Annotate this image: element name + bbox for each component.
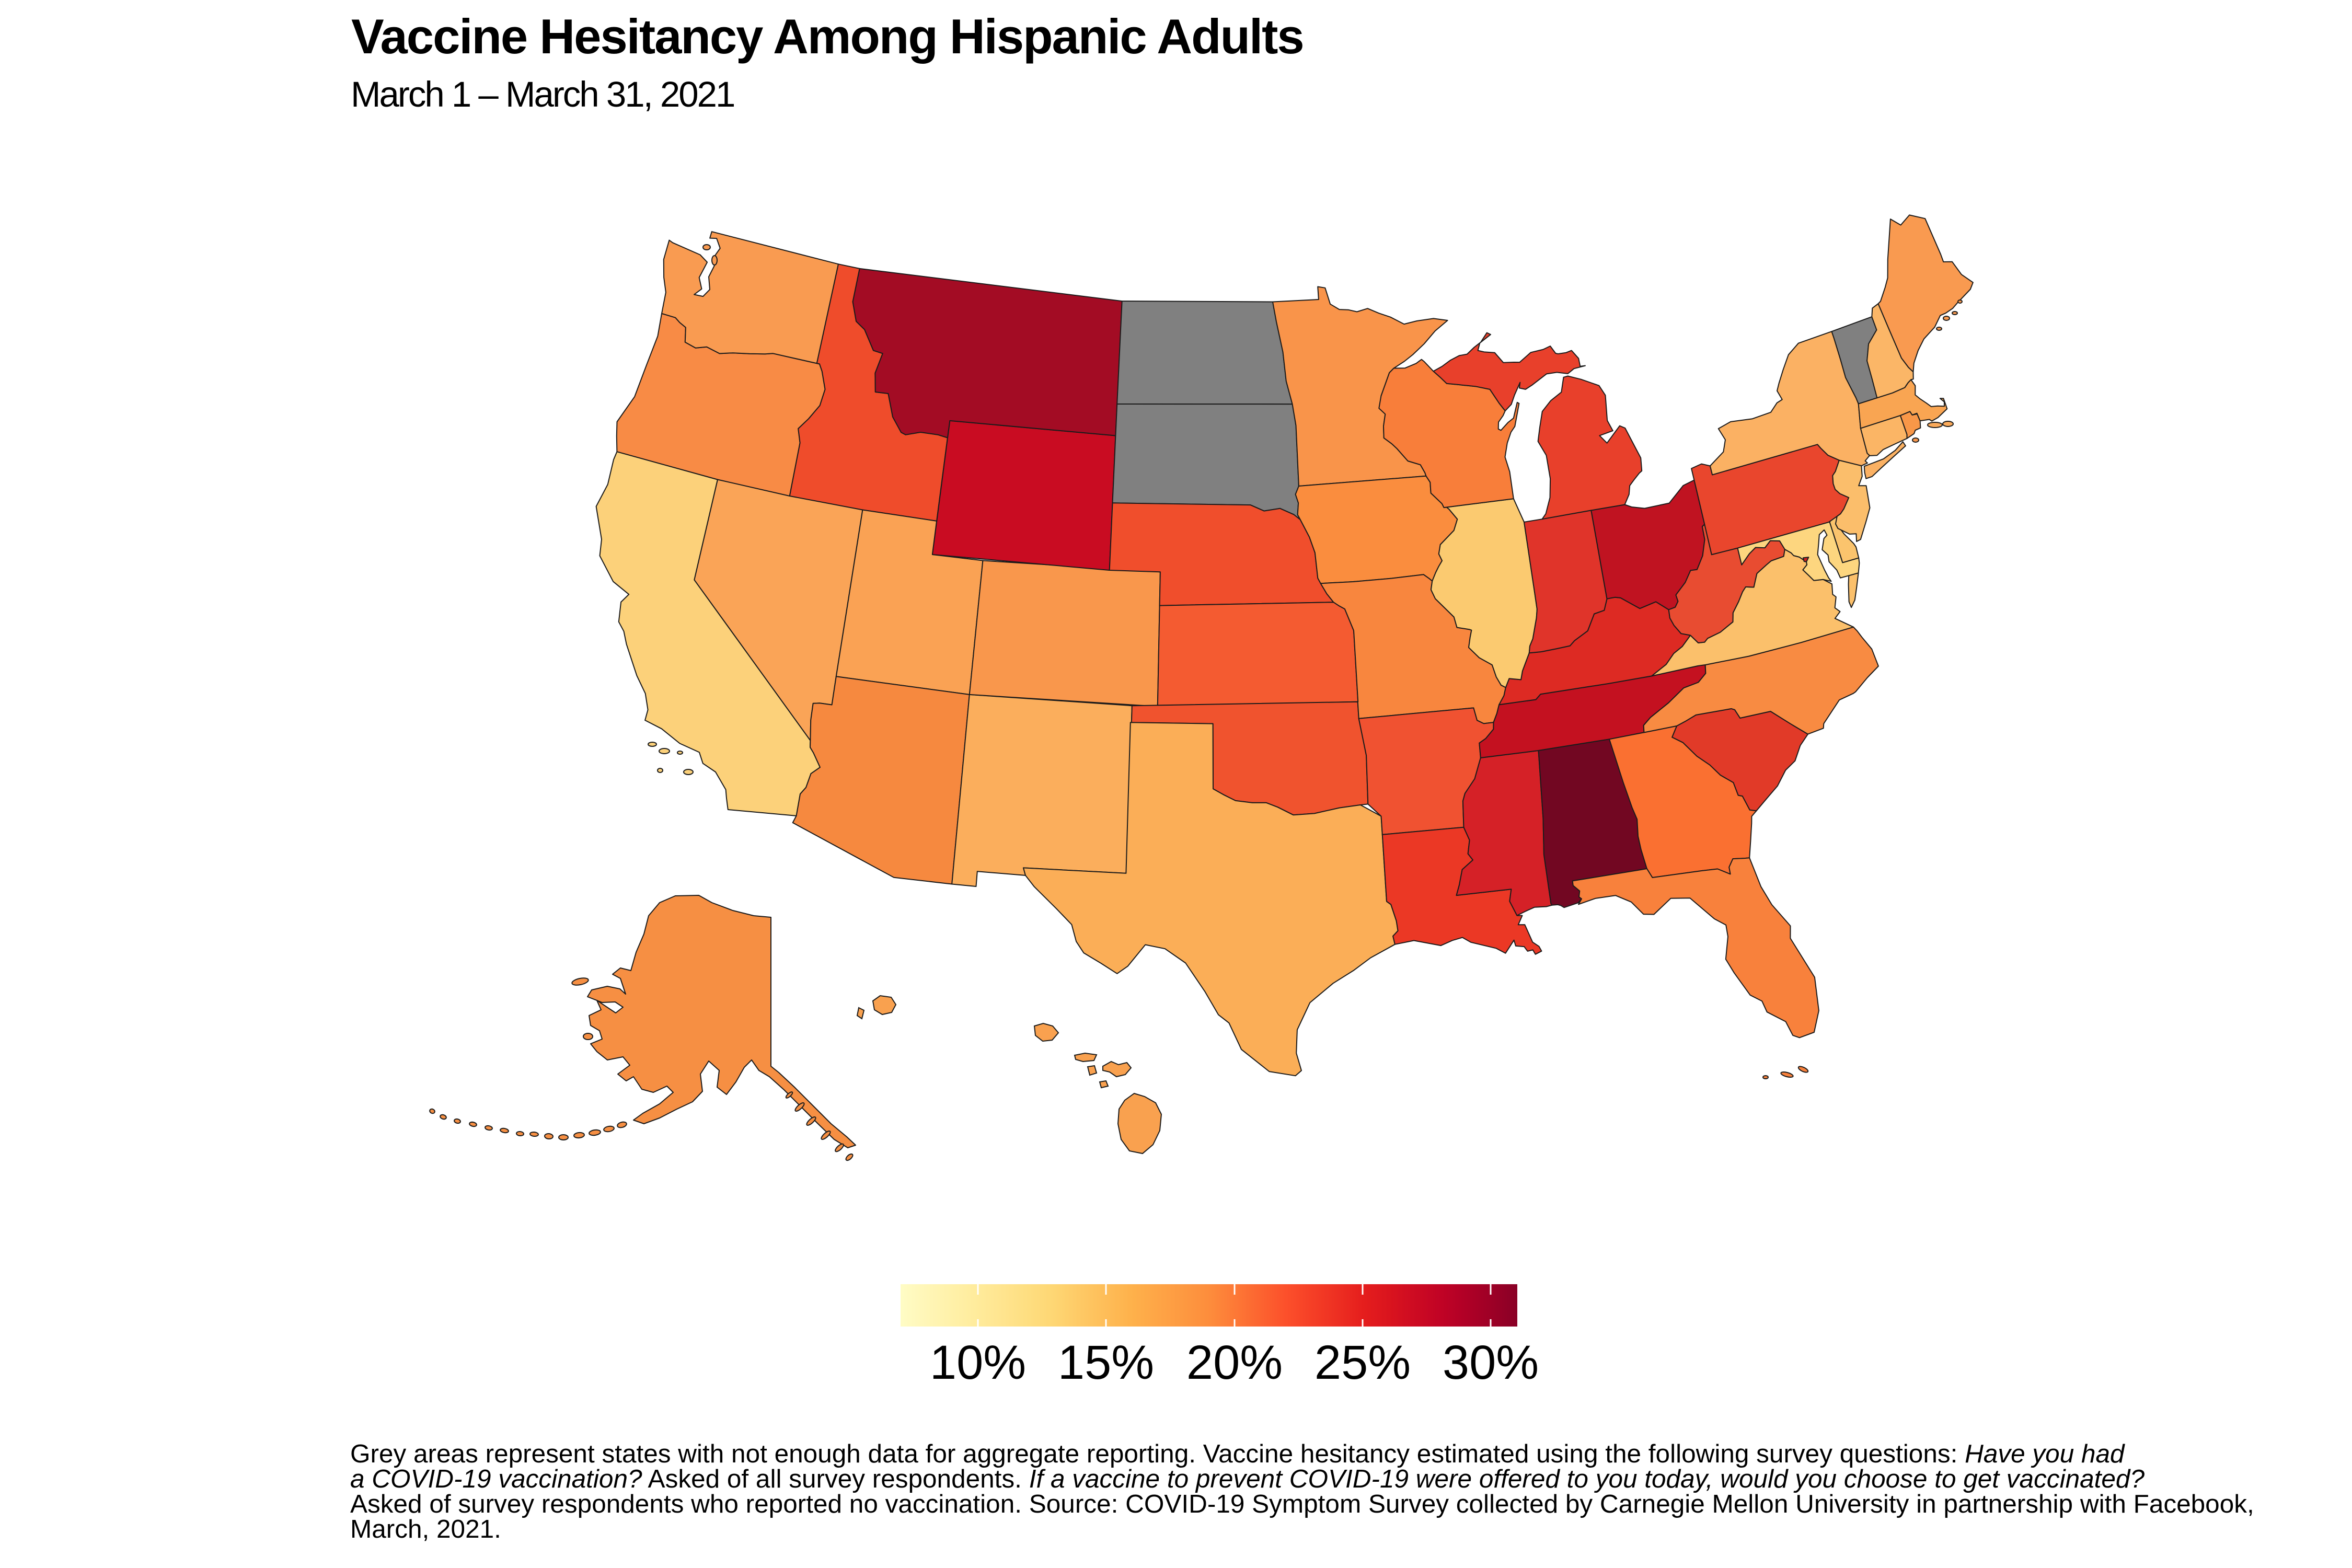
svg-text:25%: 25% xyxy=(1315,1336,1411,1389)
svg-text:30%: 30% xyxy=(1443,1336,1539,1389)
svg-text:10%: 10% xyxy=(930,1336,1026,1389)
svg-text:15%: 15% xyxy=(1058,1336,1154,1389)
svg-text:20%: 20% xyxy=(1186,1336,1283,1389)
